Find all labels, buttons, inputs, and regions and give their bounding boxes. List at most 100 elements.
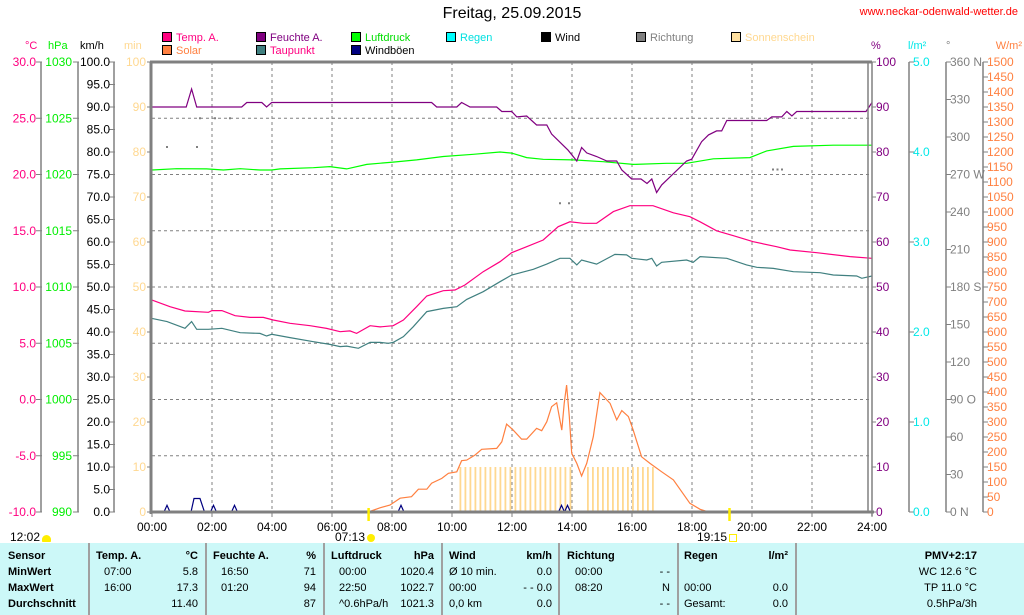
solar-tick-label: 350	[987, 400, 1007, 414]
table-cell-value: 5.8	[182, 566, 198, 578]
sunset-icon	[729, 534, 738, 542]
solar-tick-label: 100	[987, 475, 1007, 489]
temp-tick-label: 5.0	[19, 336, 36, 350]
wind-tick-label: 90.0	[87, 100, 111, 114]
wind-tick-label: 0.0	[93, 505, 110, 519]
hum-tick-label: 20	[876, 415, 890, 429]
sun-tick-label: 0	[139, 505, 146, 519]
solar-tick-label: 550	[987, 340, 1007, 354]
press-tick-label: 990	[52, 505, 72, 519]
dir-tick-label: 270 W	[950, 168, 985, 182]
temp-tick-label: 15.0	[13, 224, 37, 238]
solar-tick-label: 1100	[987, 175, 1013, 189]
table-header: Sensor	[8, 550, 46, 562]
solar-tick-label: 1300	[987, 115, 1014, 129]
solar-tick-label: 200	[987, 445, 1007, 459]
press-tick-label: 1020	[45, 168, 72, 182]
x-axis-ticks: 00:00 02:00 04:00 06:00 08:00 10:00 12:00 14:00…	[137, 512, 887, 534]
hum-tick-label: 10	[876, 460, 890, 474]
series-solar	[368, 385, 709, 513]
direction-point	[196, 146, 198, 148]
legend-swatch	[446, 32, 456, 42]
sunshine-bar	[524, 467, 527, 512]
solar-tick-label: 850	[987, 250, 1007, 264]
direction-point	[781, 168, 783, 171]
press-tick-label: 1000	[45, 393, 72, 407]
press-tick-label: 1025	[45, 111, 72, 125]
direction-point	[166, 146, 168, 148]
sunshine-duration-value: 12:02	[10, 530, 41, 544]
temp-tick-label: 0.0	[19, 393, 36, 407]
wind-tick-label: 5.0	[93, 483, 110, 497]
legend-label: Temp. A.	[176, 32, 219, 44]
hum-tick-label: 90	[876, 100, 890, 114]
solar-tick-label: 1350	[987, 100, 1014, 114]
x-tick-label: 16:00	[617, 520, 647, 534]
table-cell: WC 12.6 °C	[918, 566, 977, 578]
table-column-separator	[88, 543, 90, 615]
sun-tick-label: 30	[133, 370, 147, 384]
hum-tick-label: 50	[876, 280, 890, 294]
solar-tick-label: 1200	[987, 145, 1014, 159]
legend-item: Luftdruck	[351, 32, 410, 44]
solar-tick-label: 1400	[987, 85, 1014, 99]
legend-swatch	[256, 45, 266, 55]
direction-point	[229, 117, 231, 120]
table-cell-time: 00:00	[684, 582, 712, 594]
sun-axis-unit: min	[124, 40, 142, 52]
sunrise-icon	[367, 534, 376, 542]
sunshine-bar	[554, 467, 557, 512]
table-cell-value: 0.0	[536, 598, 552, 610]
table-cell-value: 1020.4	[400, 566, 434, 578]
sunset-value: 19:15	[697, 530, 728, 544]
table-cell-value: N	[662, 582, 670, 594]
table-cell-time: Ø 10 min.	[449, 566, 497, 578]
legend-item: Windböen	[351, 45, 415, 57]
wind-tick-label: 95.0	[87, 78, 111, 92]
series-taupunkt	[151, 253, 873, 349]
table-column-separator	[441, 543, 443, 615]
sun-cloud-icon	[42, 535, 52, 542]
x-tick-label: 00:00	[137, 520, 167, 534]
table-unit: °C	[185, 550, 198, 562]
table-cell-time: 08:20	[575, 582, 603, 594]
x-tick-label: 12:00	[497, 520, 527, 534]
dir-tick-label: 60	[950, 430, 964, 444]
table-unit: l/m²	[768, 550, 788, 562]
dir-tick-label: 30	[950, 468, 964, 482]
x-tick-label: 04:00	[257, 520, 287, 534]
rain-tick-label: 2.0	[913, 325, 930, 339]
temp-tick-label: 25.0	[13, 111, 37, 125]
table-cell-value: 0.0	[772, 582, 788, 594]
table-column-separator	[323, 543, 325, 615]
x-tick-label: 18:00	[677, 520, 707, 534]
sunrise-time: 07:13	[335, 530, 376, 544]
sunshine-bar	[474, 467, 477, 512]
solar-tick-label: 450	[987, 370, 1007, 384]
legend-label: Taupunkt	[270, 45, 315, 57]
sunshine-bar	[479, 467, 482, 512]
x-tick-label: 02:00	[197, 520, 227, 534]
sunshine-bar	[504, 467, 507, 512]
solar-tick-label: 950	[987, 220, 1007, 234]
table-cell-value: 11.40	[171, 598, 198, 610]
table-cell-value: 0.0	[536, 566, 552, 578]
temp-tick-label: -5.0	[15, 449, 36, 463]
wind-tick-label: 60.0	[87, 235, 111, 249]
sunshine-bar	[539, 467, 542, 512]
sun-tick-label: 40	[133, 325, 147, 339]
press-tick-label: 1010	[45, 280, 72, 294]
solar-tick-label: 0	[987, 505, 994, 519]
legend-swatch	[731, 32, 741, 42]
sunshine-duration: 12:02	[10, 530, 52, 544]
wind-tick-label: 25.0	[87, 393, 111, 407]
sunshine-bar	[514, 467, 517, 512]
wind-tick-label: 10.0	[87, 460, 111, 474]
table-cell: 0.5hPa/3h	[926, 598, 977, 610]
sunshine-bar	[499, 467, 502, 512]
table-column-separator	[795, 543, 797, 615]
website-link[interactable]: www.neckar-odenwald-wetter.de	[859, 6, 1018, 18]
solar-axis-unit: W/m²	[995, 40, 1022, 52]
sun-tick-label: 10	[133, 460, 147, 474]
wind-tick-label: 50.0	[87, 280, 111, 294]
